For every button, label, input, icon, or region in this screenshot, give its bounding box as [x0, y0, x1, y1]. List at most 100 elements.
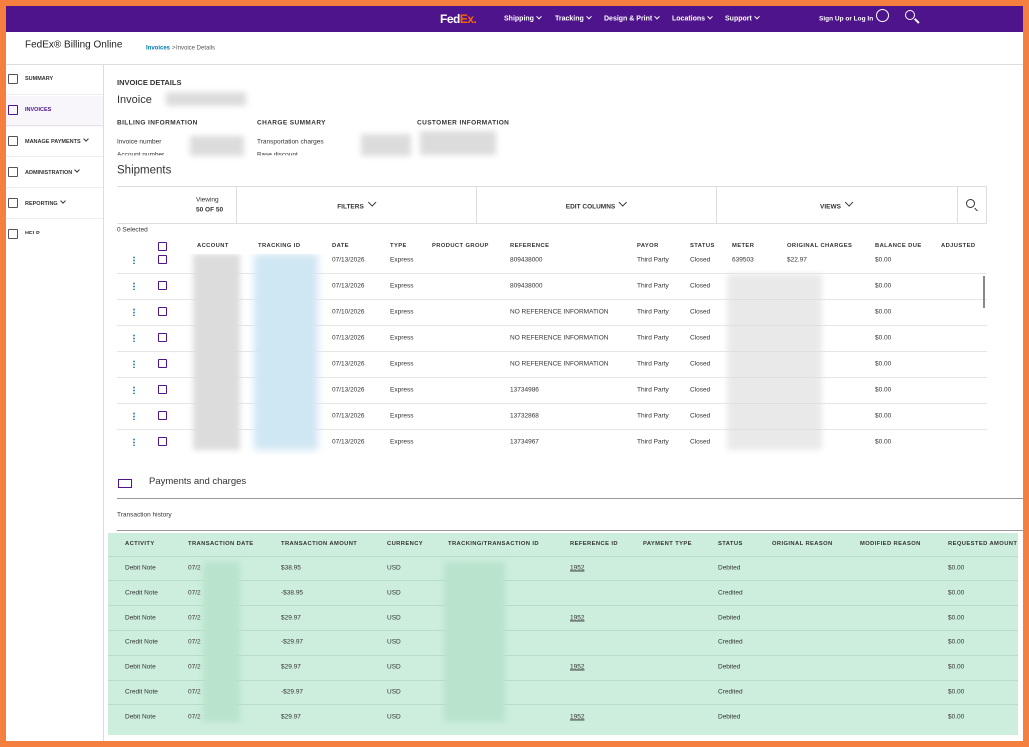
cell: $0.00: [948, 614, 965, 622]
cell: 07/10/2026: [332, 308, 365, 316]
field-label: Base discount: [257, 151, 298, 159]
blurred-tracking: [444, 562, 505, 722]
cell: Third Party: [637, 360, 669, 368]
logo-ex[interactable]: Ex.: [459, 12, 477, 26]
sidebar-icon: [8, 105, 18, 115]
row-divider: [117, 299, 987, 300]
cell: 07/2: [188, 638, 201, 646]
cell: 639503: [732, 256, 754, 264]
toolbar-button[interactable]: EDIT COLUMNS: [566, 199, 626, 210]
column-header: BALANCE DUE: [875, 242, 922, 249]
reference-link[interactable]: 1952: [570, 663, 585, 671]
cell: 13734967: [510, 438, 539, 446]
row-checkbox: [158, 385, 167, 394]
column-header: TRANSACTION AMOUNT: [281, 540, 358, 547]
cell: Third Party: [637, 386, 669, 394]
row-checkbox: [158, 333, 167, 342]
sign-in[interactable]: Sign Up or Log In: [819, 15, 874, 23]
cell: $0.00: [948, 638, 965, 646]
blurred-value: [166, 92, 246, 106]
row-divider: [117, 403, 987, 404]
cell: 07/13/2026: [332, 282, 365, 290]
cell: $29.97: [281, 614, 301, 622]
row-divider: [108, 704, 1018, 706]
cell: Third Party: [637, 412, 669, 420]
row-checkbox: [158, 437, 167, 446]
cell: 07/2: [188, 663, 201, 671]
selected-count: 0 Selected: [117, 226, 148, 234]
cell: Debit Note: [125, 663, 156, 671]
column-header: METER: [732, 242, 755, 249]
column-header: CURRENCY: [387, 540, 424, 547]
cell: NO REFERENCE INFORMATION: [510, 360, 609, 368]
sidebar-item[interactable]: HELP: [25, 230, 40, 237]
row-menu: [133, 334, 135, 342]
cell: Third Party: [637, 308, 669, 316]
sidebar-item[interactable]: REPORTING: [25, 199, 65, 207]
row-menu: [133, 386, 135, 394]
sidebar-divider: [6, 187, 103, 188]
toolbar-button[interactable]: FILTERS: [337, 199, 375, 210]
nav-item[interactable]: Tracking: [555, 15, 591, 24]
nav-item[interactable]: Support: [725, 15, 759, 24]
sidebar-item[interactable]: MANAGE PAYMENTS: [25, 137, 88, 145]
cell: NO REFERENCE INFORMATION: [510, 334, 609, 342]
cell: 13734986: [510, 386, 539, 394]
column-header: TRACKING/TRANSACTION ID: [448, 540, 539, 547]
row-menu: [133, 438, 135, 446]
logo-fed[interactable]: Fed: [440, 12, 460, 26]
user-icon: [876, 9, 889, 22]
scrollbar: [983, 276, 985, 308]
row-checkbox: [158, 281, 167, 290]
cell: Closed: [690, 256, 711, 264]
transaction-history: Transaction history: [117, 511, 172, 519]
cell: $0.00: [875, 308, 892, 316]
cell: $29.97: [281, 713, 301, 721]
blurred-meter: [727, 274, 822, 450]
cell: 07/2: [188, 713, 201, 721]
nav-item[interactable]: Design & Print: [604, 15, 659, 24]
logo: FedEx.: [440, 12, 477, 26]
row-divider: [108, 555, 1018, 557]
cell: Express: [390, 308, 414, 316]
row-divider: [117, 273, 987, 274]
cell: 809438000: [510, 256, 543, 264]
column-header: ACCOUNT: [197, 242, 229, 249]
shipments-title: Shipments: [117, 164, 172, 177]
field-label: Transportation charges: [257, 138, 324, 146]
section-heading: CHARGE SUMMARY: [257, 119, 326, 127]
reference-link[interactable]: 1952: [570, 614, 585, 622]
nav-item[interactable]: Shipping: [504, 15, 541, 24]
row-divider: [117, 325, 987, 326]
cell: Debited: [718, 564, 741, 572]
cell: 809438000: [510, 282, 543, 290]
reference-link[interactable]: 1952: [570, 564, 585, 572]
column-header: ORIGINAL REASON: [772, 540, 833, 547]
breadcrumb-link[interactable]: Invoices: [146, 45, 171, 52]
sidebar-item[interactable]: SUMMARY: [25, 75, 54, 82]
sidebar-item[interactable]: ADMINISTRATION: [25, 168, 79, 176]
reference-link[interactable]: 1952: [570, 713, 585, 721]
cell: -$29.97: [281, 638, 304, 646]
sidebar-icon: [8, 198, 18, 208]
field-label: Invoice number: [117, 138, 162, 146]
row-divider: [108, 679, 1018, 681]
cell: 07/13/2026: [332, 412, 365, 420]
sidebar-item[interactable]: INVOICES: [25, 106, 52, 113]
cell: Third Party: [637, 256, 669, 264]
cell: Debited: [718, 614, 741, 622]
row-divider: [108, 654, 1018, 656]
column-header: DATE: [332, 242, 349, 249]
cell: 07/13/2026: [332, 334, 365, 342]
nav-item[interactable]: Locations: [672, 15, 712, 24]
toolbar-button[interactable]: VIEWS: [820, 199, 852, 210]
cell: -$38.95: [281, 589, 304, 597]
cell: 07/13/2026: [332, 360, 365, 368]
app-bar-divider: [6, 64, 1023, 65]
cell: $29.97: [281, 663, 301, 671]
breadcrumb-separator: >: [172, 45, 176, 52]
column-header: ADJUSTED: [941, 242, 976, 249]
cell: Debited: [718, 713, 741, 721]
cell: $0.00: [948, 564, 965, 572]
row-divider: [117, 377, 987, 378]
